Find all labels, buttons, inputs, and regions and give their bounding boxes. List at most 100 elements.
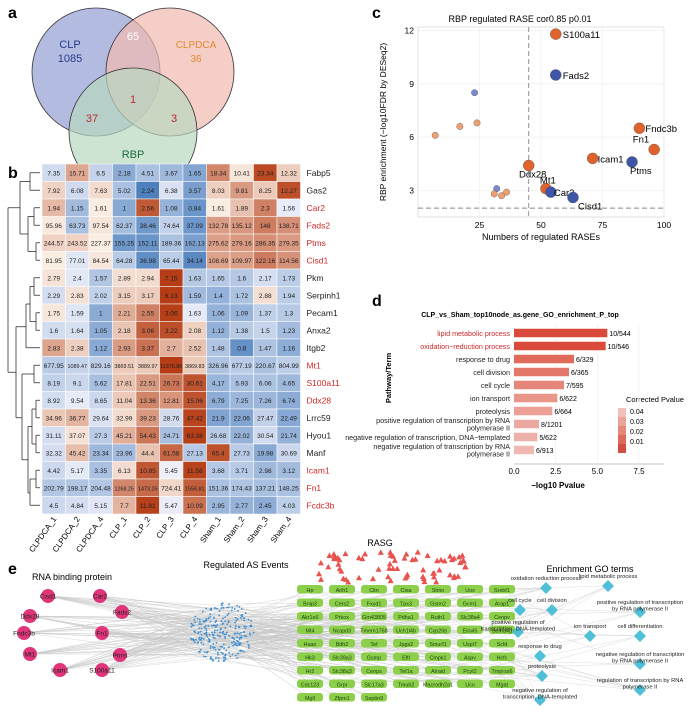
network-rbp-node <box>115 605 129 619</box>
bar <box>514 328 608 338</box>
heatmap-cell-value: 5.15 <box>94 503 107 510</box>
network-as-event <box>219 631 222 634</box>
scatter-point <box>456 123 464 130</box>
network-as-event <box>218 610 221 612</box>
bar-xtick: 0.0 <box>508 467 520 476</box>
heatmap-gene-label: Serpinh1 <box>307 290 341 300</box>
heatmap-cell-value: 1.64 <box>71 328 84 335</box>
bar-category-label: response to drug <box>456 355 510 364</box>
network-rasg-label: Cenps <box>366 669 382 675</box>
network-as-event <box>203 651 206 654</box>
heatmap-cell-value: 677.95 <box>44 363 64 370</box>
network-rasg-label: Haao <box>304 642 317 648</box>
heatmap-cell-value: 63.73 <box>69 223 86 230</box>
network-edge <box>194 619 311 699</box>
network-rasg-label: Tmub2 <box>398 683 415 689</box>
heatmap-cell-value: 30.61 <box>187 380 204 387</box>
heatmap-cell-value: 1.59 <box>71 310 84 317</box>
network-rasg-triangle <box>419 573 426 579</box>
network-as-event <box>227 612 230 615</box>
network-as-event <box>190 638 193 641</box>
heatmap-cell-value: 74.64 <box>163 223 180 230</box>
network-rasg-label: Arih1 <box>336 588 349 594</box>
heatmap-cell-value: 1 <box>122 205 126 212</box>
network-edge <box>59 637 234 671</box>
heatmap-cell-value: 3.06 <box>141 328 154 335</box>
network-as-event <box>194 615 197 618</box>
heatmap-cell-value: 3.37 <box>141 345 154 352</box>
heatmap-cell-value: 8.19 <box>47 380 60 387</box>
network-rasg-node <box>297 598 323 607</box>
heatmap-gene-label: Anxa2 <box>307 325 331 335</box>
heatmap-cell-value: 7.63 <box>94 188 107 195</box>
scatter-point <box>503 188 510 196</box>
heatmap-cell-value: 1.5 <box>261 328 270 335</box>
network-as-event <box>250 625 253 628</box>
heatmap-cell-value: 23.34 <box>93 450 110 457</box>
heatmap-cell-value: 11378.86 <box>160 364 182 370</box>
network-as-event <box>194 631 197 634</box>
network-rbp-node <box>93 589 107 603</box>
heatmap-cell-value: 1.06 <box>212 310 225 317</box>
heatmap-cell-value: 132.78 <box>208 223 228 230</box>
network-rasg-node <box>457 639 483 648</box>
network-rasg-node <box>489 598 515 607</box>
heatmap-cell-value: 39.23 <box>140 415 157 422</box>
network-as-event <box>234 625 237 627</box>
network-go-node <box>534 650 546 662</box>
heatmap-cell-value: 137.21 <box>255 485 275 492</box>
network-rasg-label: Slc38a3 <box>332 669 351 675</box>
heatmap-cell-value: 2.08 <box>188 328 201 335</box>
heatmap-cell-value: 1.6 <box>237 275 246 282</box>
scatter-point <box>545 186 557 198</box>
heatmap-cell-value: 47.42 <box>187 415 204 422</box>
network-rasg-label: Ucn <box>465 683 475 689</box>
network-as-event <box>212 659 215 662</box>
venn-overlap-clp-rbp: 37 <box>86 113 98 125</box>
network-edge <box>210 603 439 649</box>
network-as-event <box>210 656 212 658</box>
panel-label-e: e <box>8 561 17 578</box>
network-rasg-label: Eftl <box>402 656 410 662</box>
network-rasg-triangle <box>316 570 323 577</box>
heatmap-cell-value: 1.37 <box>259 310 272 317</box>
network-edge <box>23 632 234 643</box>
network-as-event <box>237 609 239 612</box>
network-as-event <box>201 610 204 613</box>
network-rasg-triangle <box>336 565 343 572</box>
heatmap-cell-value: 21.9 <box>212 415 225 422</box>
heatmap-cell-value: 2.55 <box>141 310 154 317</box>
bar-title: CLP_vs_Sham_top10node_as.gene_GO_enrichm… <box>421 312 619 319</box>
network-as-event <box>202 637 205 640</box>
heatmap-cell-value: 22.49 <box>281 415 298 422</box>
heatmap-gene-label: Fn1 <box>307 483 322 493</box>
network-rasg-triangle <box>430 573 437 580</box>
network-edge <box>101 656 206 671</box>
heatmap-cell-value: 1473.25 <box>138 486 158 492</box>
network-rasg-triangle <box>457 559 464 566</box>
network-rasg-node <box>329 612 355 621</box>
network-as-event <box>249 625 251 628</box>
heatmap-cell-value: 97.54 <box>93 223 110 230</box>
heatmap-cell-value: 1.94 <box>47 205 60 212</box>
heatmap-column-label: Sham_3 <box>245 515 270 545</box>
network-rasg-node <box>457 666 483 675</box>
heatmap-cell-value: 32.32 <box>46 450 63 457</box>
network-rasg-label: Zfpm1 <box>334 696 349 702</box>
network-rasg-label: Cyp26b <box>429 629 448 635</box>
heatmap-cell-value: 22.51 <box>140 380 157 387</box>
network-rasg-node <box>329 679 355 688</box>
network-as-event <box>198 651 201 653</box>
network-as-event <box>239 636 241 639</box>
network-rasg-label: Gstm2 <box>430 602 446 608</box>
network-rasg-label: Slc17a3 <box>364 683 383 689</box>
network-rasg-node <box>489 652 515 661</box>
network-go-label: oxidation reduction process <box>511 576 582 582</box>
heatmap-cell-value: 220.67 <box>255 363 275 370</box>
network-edge <box>59 607 215 671</box>
heatmap-cell-value: 61.58 <box>163 450 180 457</box>
network-rasg-label: Bnip3 <box>303 602 317 608</box>
bar-legend-tick: 0.03 <box>630 419 644 426</box>
heatmap-cell-value: 1.38 <box>235 328 248 335</box>
bar <box>514 354 574 364</box>
